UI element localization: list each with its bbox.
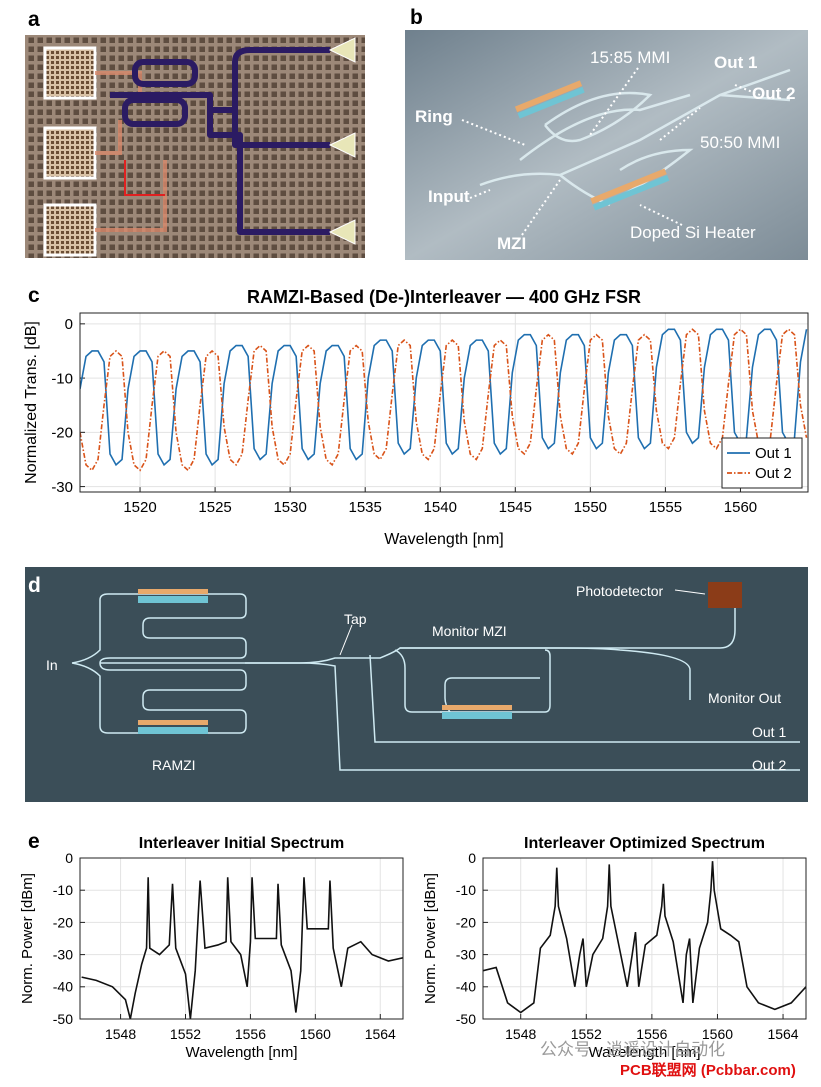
plot-frame <box>79 312 809 493</box>
panel-label: c <box>28 284 40 307</box>
x-tick-label: 1552 <box>571 1026 602 1042</box>
annotation: Ring <box>415 107 453 126</box>
y-tick-label: 0 <box>468 850 476 866</box>
device-render <box>405 30 808 260</box>
x-tick-label: 1552 <box>170 1026 201 1042</box>
y-tick-label: -20 <box>53 914 73 930</box>
panel-label: b <box>410 6 423 29</box>
y-tick-label: -10 <box>51 370 73 387</box>
y-tick-label: -30 <box>51 479 73 496</box>
watermark: PCB联盟网 (Pcbbar.com) <box>620 1062 796 1079</box>
annotation: Monitor Out <box>708 690 781 706</box>
x-tick-label: 1556 <box>235 1026 266 1042</box>
y-tick-label: -10 <box>456 882 476 898</box>
annotation: RAMZI <box>152 757 196 773</box>
panel-label: d <box>28 574 41 597</box>
panel-label: a <box>28 8 40 31</box>
x-axis-label: Wavelength [nm] <box>186 1044 298 1061</box>
y-tick-label: -20 <box>51 425 73 442</box>
chart-title: RAMZI-Based (De-)Interleaver — 400 GHz F… <box>247 287 641 307</box>
data-line <box>483 861 806 1014</box>
y-tick-label: 0 <box>65 850 73 866</box>
annotation: Tap <box>344 611 367 627</box>
y-tick-label: -30 <box>53 947 73 963</box>
annotation: Input <box>428 187 470 206</box>
layout-diagram <box>25 567 808 802</box>
y-tick-label: 0 <box>65 316 73 333</box>
x-axis-label: Wavelength [nm] <box>384 531 503 548</box>
plot-frame <box>79 857 404 1020</box>
y-tick-label: -40 <box>456 979 476 995</box>
x-tick-label: 1540 <box>424 499 457 516</box>
y-tick-label: -20 <box>456 914 476 930</box>
plot-frame <box>482 857 807 1020</box>
chart-title: Interleaver Optimized Spectrum <box>524 835 765 852</box>
watermark: 公众号 · 逍遥设计自动化 <box>540 1040 725 1059</box>
y-tick-label: -30 <box>456 947 476 963</box>
plot-area <box>483 858 806 1019</box>
x-tick-label: 1535 <box>349 499 382 516</box>
x-tick-label: 1545 <box>499 499 532 516</box>
y-tick-label: -10 <box>53 882 73 898</box>
data-line <box>80 328 808 467</box>
annotation: Doped Si Heater <box>630 223 756 242</box>
panel-label: e <box>28 830 40 853</box>
x-tick-label: 1550 <box>574 499 607 516</box>
x-tick-label: 1564 <box>365 1026 396 1042</box>
charts: 1520 1525 1530 1535 1540 1545 1550 1555 1560 -30 -… <box>19 287 809 1061</box>
annotation: Out 2 <box>752 757 786 773</box>
annotation: Monitor MZI <box>432 623 507 639</box>
legend-box <box>721 437 803 489</box>
y-axis-label: Norm. Power [dBm] <box>19 873 36 1004</box>
x-tick-label: 1525 <box>198 499 231 516</box>
micrograph <box>25 35 365 258</box>
annotation: Out 1 <box>714 53 757 72</box>
x-tick-label: 1530 <box>273 499 306 516</box>
x-tick-label: 1548 <box>105 1026 136 1042</box>
annotation: In <box>46 657 58 673</box>
y-tick-label: -50 <box>456 1011 476 1027</box>
x-tick-label: 1555 <box>649 499 682 516</box>
chart-title: Interleaver Initial Spectrum <box>139 835 344 852</box>
annotation: Out 1 <box>752 724 786 740</box>
legend-label: Out 2 <box>755 465 792 482</box>
annotation: MZI <box>497 234 526 253</box>
annotation: 15:85 MMI <box>590 48 670 67</box>
x-tick-label: 1560 <box>702 1026 733 1042</box>
x-tick-label: 1548 <box>505 1026 536 1042</box>
x-axis-label: Wavelength [nm] <box>589 1044 701 1061</box>
x-tick-label: 1556 <box>636 1026 667 1042</box>
annotation: 50:50 MMI <box>700 133 780 152</box>
legend-label: Out 1 <box>755 445 792 462</box>
annotation: Photodetector <box>576 583 664 599</box>
y-axis-label: Norm. Power [dBm] <box>422 873 439 1004</box>
data-line <box>81 877 403 1019</box>
x-tick-label: 1560 <box>724 499 757 516</box>
annotation: Out 2 <box>752 84 795 103</box>
x-tick-label: 1564 <box>767 1026 798 1042</box>
y-tick-label: -50 <box>53 1011 73 1027</box>
plot-area <box>80 858 403 1019</box>
data-line <box>80 328 808 472</box>
x-tick-label: 1520 <box>123 499 156 516</box>
y-tick-label: -40 <box>53 979 73 995</box>
y-axis-label: Normalized Trans. [dB] <box>23 321 40 484</box>
x-tick-label: 1560 <box>300 1026 331 1042</box>
